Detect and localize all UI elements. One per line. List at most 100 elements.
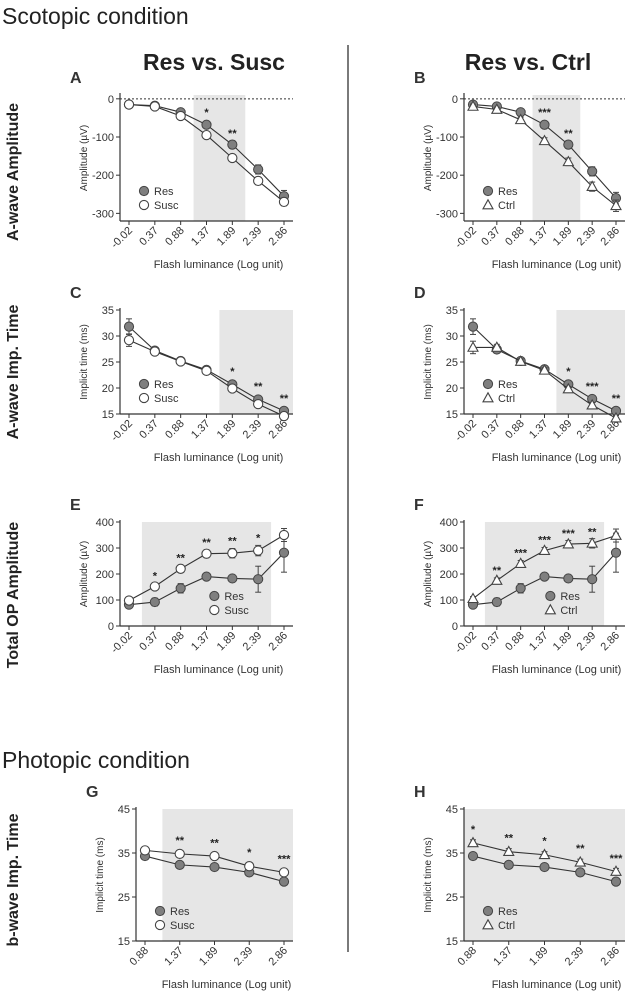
panel-h-res-point <box>610 876 622 887</box>
panel-b-y-tick-label: -200 <box>436 170 458 182</box>
panel-b-y-tick-label: 0 <box>452 94 458 106</box>
panel-f-x-tick-label: 1.89 <box>551 630 575 654</box>
panel-f-res-point <box>539 571 550 582</box>
panel-h-legend-marker <box>482 918 494 930</box>
panel-c-susc-point <box>227 383 238 394</box>
panel-d-y-tick-label: 20 <box>446 383 458 395</box>
panel-f-legend-label: Ctrl <box>560 605 577 617</box>
panel-e-y-tick-label: 400 <box>96 517 114 529</box>
panel-f-ctrl-point <box>514 557 527 568</box>
panel-b-res-point <box>587 166 598 177</box>
panel-b-ctrl-point <box>538 134 551 146</box>
panel-a-x-tick-label: 2.86 <box>266 225 290 249</box>
panel-a-x-tick-label: 1.89 <box>215 225 239 249</box>
panel-f-y-tick-label: 200 <box>440 569 458 581</box>
panel-b-ctrl-point <box>467 100 479 111</box>
panel-c-y-tick-label: 25 <box>102 357 114 369</box>
panel-f: 400 300 200 100 0-0.02 0.37 0.88 1.37 1.89 2.39 2.… <box>414 497 625 676</box>
panel-f-x-tick-label: 1.37 <box>527 630 551 654</box>
panel-e: 400 300 200 100 0-0.02 0.37 0.88 1.37 1.89 2.39 2.… <box>70 497 293 676</box>
panel-h-y-tick-label: 15 <box>446 936 458 948</box>
panel-b-ctrl-point <box>490 103 503 114</box>
column-heading-res-vs-susc: Res vs. Susc <box>143 49 285 75</box>
panel-b: 0 -100 -200 -300 -0.02 0.37 0.88 1.37 1.89 2.39 2.… <box>414 70 625 271</box>
panel-h-y-axis-title: Implicit time (ms) <box>423 837 434 913</box>
panel-c-x-tick-label: -0.02 <box>109 418 135 444</box>
panel-e-significance-marker: ** <box>176 553 185 565</box>
panel-a-shaded-region <box>193 95 246 221</box>
panel-e-susc-point <box>123 595 135 606</box>
panel-f-significance-marker: *** <box>514 547 528 559</box>
panel-e-significance-marker: ** <box>228 536 237 548</box>
row-label-b-wave-implicit-time: b-wave Imp. Time <box>5 813 22 946</box>
panel-h-ctrl-point <box>502 845 515 857</box>
panel-e-res-point <box>278 547 290 558</box>
panel-g-susc-point <box>244 861 255 872</box>
panel-g-y-tick-label: 45 <box>118 804 130 816</box>
panel-f-y-tick-label: 300 <box>440 543 458 555</box>
panel-d-x-tick-label: 1.37 <box>527 418 551 442</box>
panel-g-susc-point <box>278 867 290 878</box>
panel-f-res-point <box>610 547 622 558</box>
panel-h-y-tick-label: 35 <box>446 848 458 860</box>
panel-h-res-point <box>575 867 586 878</box>
panel-d-ctrl-point <box>610 411 622 423</box>
panel-b-ctrl-point <box>562 155 575 167</box>
panel-e-susc-point <box>278 529 290 541</box>
panel-f-x-tick-label: 2.86 <box>598 630 622 654</box>
panel-a-label: A <box>70 70 82 87</box>
photopic-heading: Photopic condition <box>2 747 190 773</box>
panel-h-x-axis-title: Flash luminance (Log unit) <box>492 979 622 991</box>
panel-e-y-tick-label: 0 <box>108 621 114 633</box>
panel-c-y-tick-label: 15 <box>102 409 114 421</box>
panel-f-ctrl-point <box>586 536 599 548</box>
panel-a-x-tick-label: 0.88 <box>163 225 187 249</box>
panel-h-legend-label: Ctrl <box>498 920 515 932</box>
panel-e-x-tick-label: 1.89 <box>215 630 239 654</box>
panel-h-ctrl-point <box>538 848 551 860</box>
panel-e-x-tick-label: -0.02 <box>109 630 135 656</box>
panel-h-ctrl-point <box>467 836 479 848</box>
panel-g-y-tick-label: 15 <box>118 936 130 948</box>
panel-e-susc-point <box>227 548 238 559</box>
panel-g-y-tick-label: 25 <box>118 892 130 904</box>
panel-h-x-tick-label: 2.86 <box>598 945 622 969</box>
panel-a-susc-point <box>123 99 135 110</box>
panel-f-significance-marker: *** <box>538 534 552 546</box>
panel-d-significance-marker: ** <box>612 393 621 405</box>
panel-c-legend-marker <box>138 378 150 390</box>
panel-d-ctrl-point <box>562 382 575 394</box>
panel-c-x-tick-label: 2.86 <box>266 418 290 442</box>
panel-h-x-tick-label: 1.89 <box>527 945 551 969</box>
panel-g-shaded-region <box>162 809 293 941</box>
panel-g-susc-point <box>174 848 185 860</box>
panel-f-x-tick-label: 0.37 <box>479 630 503 654</box>
panel-b-x-tick-label: 1.89 <box>551 225 575 249</box>
panel-g-significance-marker: *** <box>278 854 292 866</box>
panel-c-susc-point <box>175 356 186 367</box>
panel-h: 45 35 25 150.88 1.37 1.89 2.39 2.86 Flash lumina… <box>414 784 625 991</box>
panel-d-ctrl-point <box>514 355 527 366</box>
panel-f-y-tick-label: 400 <box>440 517 458 529</box>
panel-b-x-axis-title: Flash luminance (Log unit) <box>492 259 622 271</box>
panel-g-legend-label: Susc <box>170 920 195 932</box>
panel-d-ctrl-point <box>490 341 503 352</box>
panel-f-significance-marker: *** <box>562 528 576 540</box>
panel-a-y-tick-label: -300 <box>92 208 114 220</box>
panel-h-legend-label: Res <box>498 906 518 918</box>
panel-e-res-point <box>227 573 238 584</box>
panel-a-susc-point <box>227 152 238 164</box>
panel-d-x-tick-label: 0.88 <box>503 418 527 442</box>
panel-h-x-tick-label: 0.88 <box>455 945 479 969</box>
panel-g-x-tick-label: 2.39 <box>232 945 256 969</box>
panel-g-res-point <box>209 861 220 873</box>
panel-d-x-tick-label: 1.89 <box>551 418 575 442</box>
panel-a-y-axis-title: Amplitude (µV) <box>79 125 90 191</box>
panel-b-legend-label: Ctrl <box>498 200 515 212</box>
panel-c-susc-point <box>149 346 160 357</box>
panel-g-label: G <box>86 784 98 801</box>
panel-f-legend-marker <box>544 603 557 615</box>
panel-g-x-tick-label: 1.89 <box>197 945 221 969</box>
panel-b-y-tick-label: -100 <box>436 132 458 144</box>
panel-a-x-tick-label: 1.37 <box>189 225 213 249</box>
